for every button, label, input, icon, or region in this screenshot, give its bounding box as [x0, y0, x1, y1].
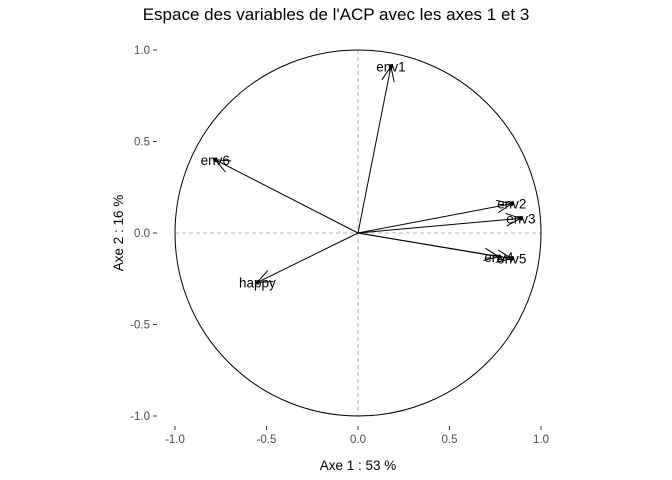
- point-happy: [255, 280, 260, 285]
- label-happy: happy: [239, 275, 276, 290]
- arrow-env2: [357, 203, 512, 234]
- point-env2: [509, 201, 514, 206]
- y-axis-title: Axe 2 : 16 %: [111, 195, 126, 272]
- point-env1: [388, 64, 394, 69]
- x-tick-label: 1.0: [533, 434, 549, 446]
- arrow-env3: [357, 217, 521, 234]
- y-tick-label: 0.0: [134, 228, 150, 240]
- x-tick-label: -1.0: [165, 434, 185, 446]
- y-tick-label: 1.0: [134, 45, 150, 57]
- label-env5: env5: [497, 252, 526, 267]
- arrow-env6: [215, 159, 359, 234]
- x-axis-ticks: -1.0 -0.5 0.0 0.5 1.0: [165, 426, 549, 446]
- chart-title: Espace des variables de l'ACP avec les a…: [142, 5, 530, 24]
- variable-arrows: [213, 64, 524, 285]
- x-tick-label: -0.5: [257, 434, 277, 446]
- y-tick-label: 0.5: [134, 137, 150, 149]
- y-tick-label: -0.5: [130, 320, 150, 332]
- y-tick-label: -1.0: [130, 411, 150, 423]
- label-env4: env4: [484, 250, 514, 265]
- arrow-env5: [357, 232, 512, 260]
- point-env3: [518, 216, 524, 221]
- unit-circle: [174, 49, 542, 417]
- y-axis-ticks: -1.0 -0.5 0.0 0.5 1.0: [130, 45, 157, 423]
- x-tick-label: 0.5: [442, 434, 458, 446]
- label-env6: env6: [201, 153, 230, 168]
- x-axis-title: Axe 1 : 53 %: [320, 458, 397, 473]
- label-env3: env3: [506, 211, 535, 226]
- label-env2: env2: [497, 197, 526, 212]
- arrow-happy: [257, 232, 359, 283]
- point-env5: [509, 256, 514, 261]
- arrow-env1: [357, 66, 392, 234]
- x-tick-label: 0.0: [350, 434, 366, 446]
- label-env1: env1: [376, 59, 405, 74]
- point-env6: [213, 157, 218, 162]
